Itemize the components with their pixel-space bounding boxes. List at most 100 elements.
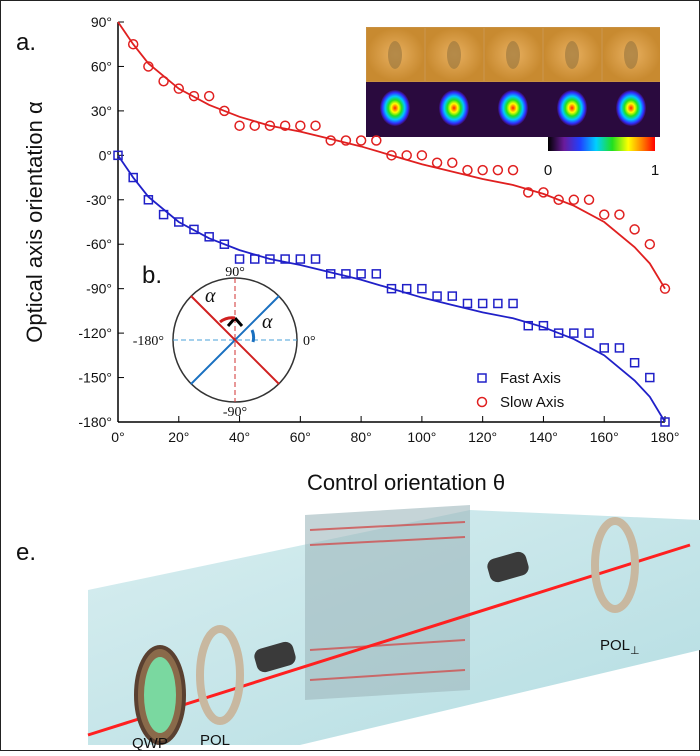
y-tick-label: 0° (99, 147, 112, 163)
data-point (325, 269, 336, 279)
data-point (644, 238, 656, 250)
setup-illustration (87, 505, 700, 745)
data-point (371, 135, 382, 146)
data-point (173, 83, 185, 94)
panel-label: a. (16, 29, 36, 56)
panel-label: b. (142, 262, 162, 289)
data-point (310, 120, 321, 131)
data-point (660, 417, 670, 427)
y-tick-label: -30° (86, 192, 112, 208)
data-point (431, 157, 443, 168)
beam-images (366, 27, 660, 137)
x-tick-label: 100° (407, 429, 436, 445)
data-point (416, 150, 428, 161)
data-point (280, 254, 290, 264)
data-point (113, 150, 123, 161)
y-tick-label: 30° (91, 103, 112, 119)
data-point (234, 120, 245, 131)
data-point (341, 269, 351, 279)
beam-profile (380, 90, 410, 126)
y-axis-label: Optical axis orientation α (22, 101, 47, 343)
data-point (492, 164, 504, 176)
data-point (234, 254, 245, 264)
data-point (417, 283, 427, 294)
diagram-label: -90° (223, 405, 247, 420)
colorbar (548, 137, 655, 151)
fit-curve (117, 154, 666, 423)
data-point (523, 320, 533, 331)
x-tick-label: 40° (229, 429, 250, 445)
diagram-label: α (262, 311, 273, 333)
diagram-label: -180° (133, 334, 164, 349)
x-tick-label: 0° (111, 429, 124, 445)
data-point (340, 135, 352, 146)
data-point (477, 164, 488, 176)
data-point (189, 224, 199, 235)
data-point (401, 283, 412, 294)
beam-profile (557, 90, 587, 126)
data-point (553, 194, 564, 206)
legend-label: Slow Axis (500, 394, 564, 411)
data-point (264, 120, 276, 131)
data-point (355, 135, 367, 146)
data-point (325, 135, 336, 146)
data-point (614, 343, 625, 353)
data-point (447, 157, 458, 168)
legend-marker (476, 396, 488, 408)
data-point (583, 194, 595, 206)
data-point (127, 38, 139, 50)
diagram-label: α (205, 285, 216, 307)
data-point (645, 372, 655, 383)
y-tick-label: -60° (86, 236, 112, 252)
data-point (462, 298, 473, 309)
y-tick-label: -120° (78, 325, 112, 341)
x-tick-label: 20° (168, 429, 189, 445)
data-point (629, 224, 640, 235)
legend-label: Fast Axis (500, 370, 561, 387)
data-point (598, 209, 610, 220)
data-point (507, 164, 519, 176)
data-point (523, 187, 534, 198)
y-tick-label: 90° (91, 14, 112, 30)
data-point (249, 120, 260, 131)
data-point (614, 209, 625, 220)
data-point (219, 105, 230, 117)
data-point (568, 194, 580, 206)
component-label: POL⊥ (600, 637, 640, 657)
y-tick-label: 60° (91, 58, 112, 74)
data-point (295, 120, 306, 131)
y-tick-label: -90° (86, 281, 112, 297)
x-tick-label: 80° (351, 429, 372, 445)
diagram-label: 0° (303, 334, 316, 349)
data-point (143, 195, 154, 205)
beam-spot (624, 41, 638, 69)
data-point (462, 164, 473, 176)
y-tick-label: -180° (78, 414, 112, 430)
data-point (356, 269, 366, 279)
beam-spot (447, 41, 461, 69)
beam-spot (565, 41, 579, 69)
data-point (158, 209, 169, 220)
x-axis-label: Control orientation θ (307, 470, 505, 495)
beam-profile (498, 90, 528, 126)
component-label: QWP (132, 735, 168, 751)
fit-curve (117, 21, 666, 290)
x-tick-label: 140° (529, 429, 558, 445)
data-point (295, 254, 306, 264)
data-point (158, 76, 169, 87)
data-point (553, 328, 564, 338)
beam-spot (388, 41, 402, 69)
data-point (386, 150, 397, 161)
data-point (279, 120, 291, 131)
data-point (128, 172, 138, 183)
data-point (538, 320, 549, 331)
panel-label: e. (16, 539, 36, 566)
data-point (188, 90, 200, 102)
beam-profile (439, 90, 469, 126)
component-label: POL (600, 637, 630, 654)
data-point (371, 269, 382, 279)
data-point (629, 357, 640, 368)
data-point (204, 232, 214, 242)
data-point (174, 217, 184, 227)
